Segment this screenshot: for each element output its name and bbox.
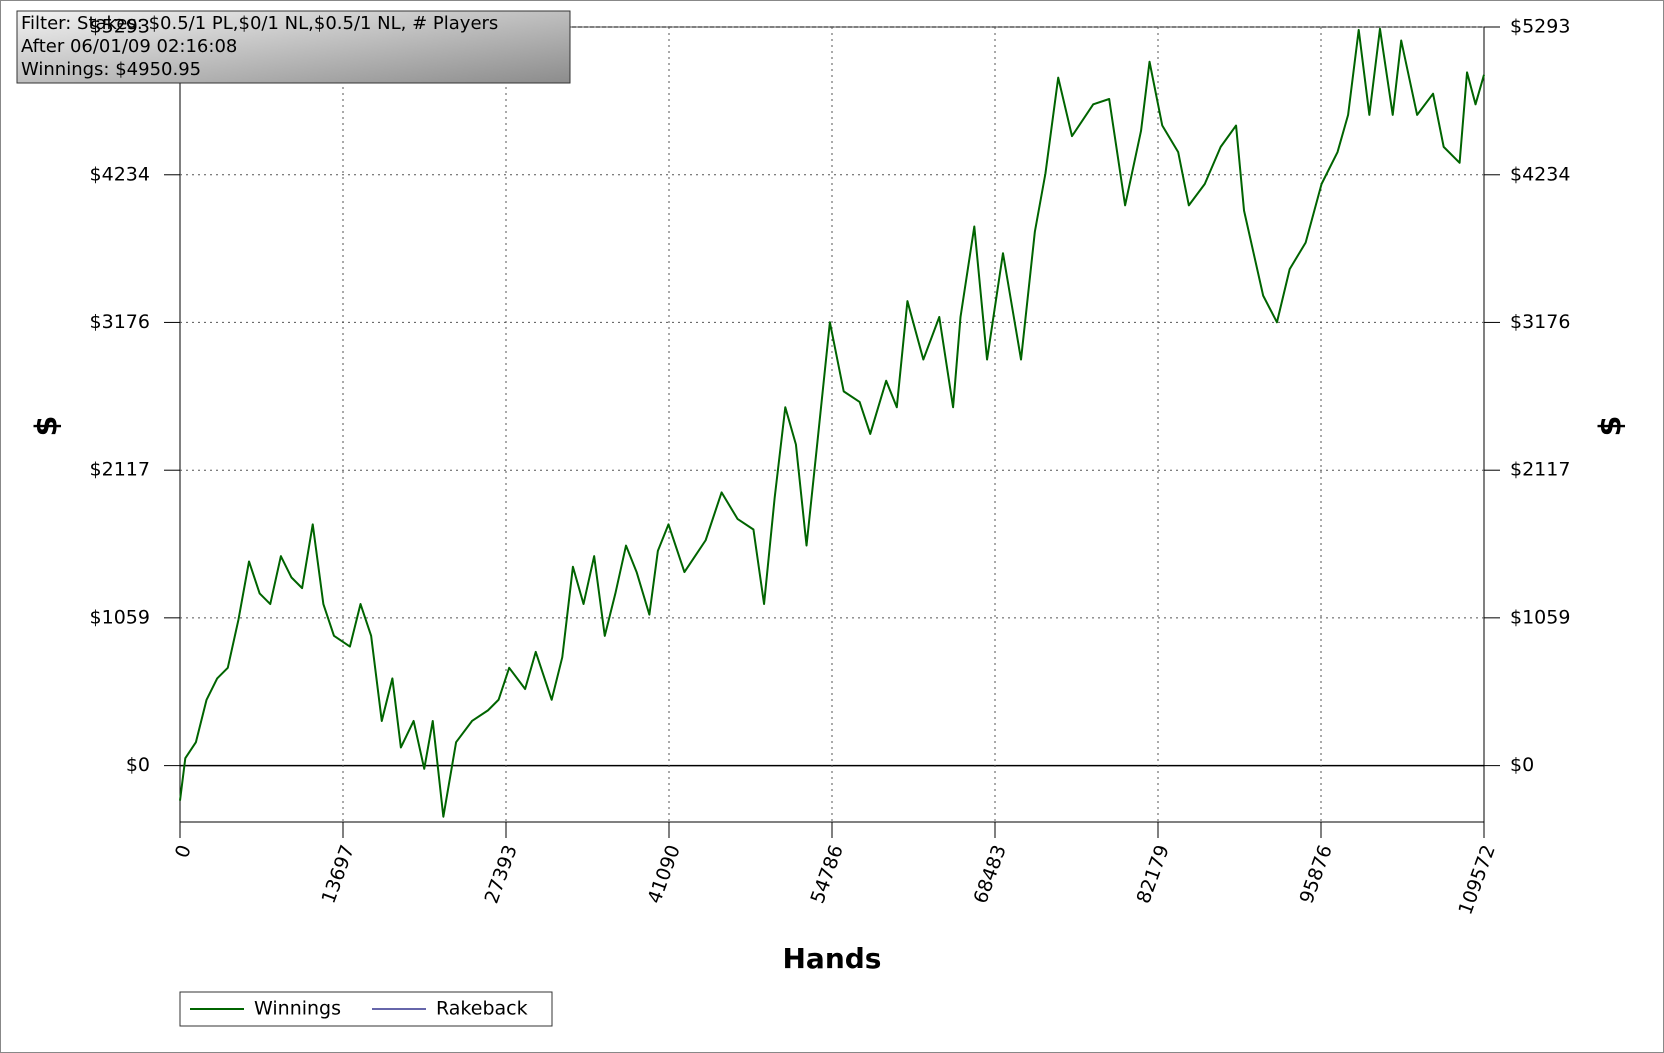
y2-tick-label: $4234 — [1510, 163, 1570, 185]
y-tick-label: $4234 — [90, 163, 150, 185]
series-line — [179, 27, 1485, 818]
y2-tick-label: $1059 — [1510, 606, 1570, 628]
y-tick-label: $5293 — [90, 16, 150, 38]
y2-tick-label: $2117 — [1510, 459, 1570, 481]
plot-area — [164, 26, 1500, 838]
y2-tick-label: $5293 — [1510, 16, 1570, 38]
legend-label: Rakeback — [436, 998, 528, 1020]
info-line: Winnings: $4950.95 — [21, 59, 201, 80]
info-box — [16, 10, 571, 84]
y-axis-title: $ — [30, 416, 65, 437]
info-line: After 06/01/09 02:16:08 — [21, 36, 237, 57]
y2-tick-label: $3176 — [1510, 311, 1570, 333]
y2-tick-label: $0 — [1510, 754, 1534, 776]
y-tick-label: $2117 — [90, 459, 150, 481]
y-tick-label: $3176 — [90, 311, 150, 333]
y2-axis-title: $ — [1594, 416, 1629, 437]
info-line: Filter: Stakes: $0.5/1 PL,$0/1 NL,$0.5/1… — [21, 13, 498, 34]
legend-label: Winnings — [254, 998, 341, 1020]
y-tick-label: $0 — [126, 754, 150, 776]
x-axis-title: Hands — [783, 942, 882, 975]
y-tick-label: $1059 — [90, 606, 150, 628]
